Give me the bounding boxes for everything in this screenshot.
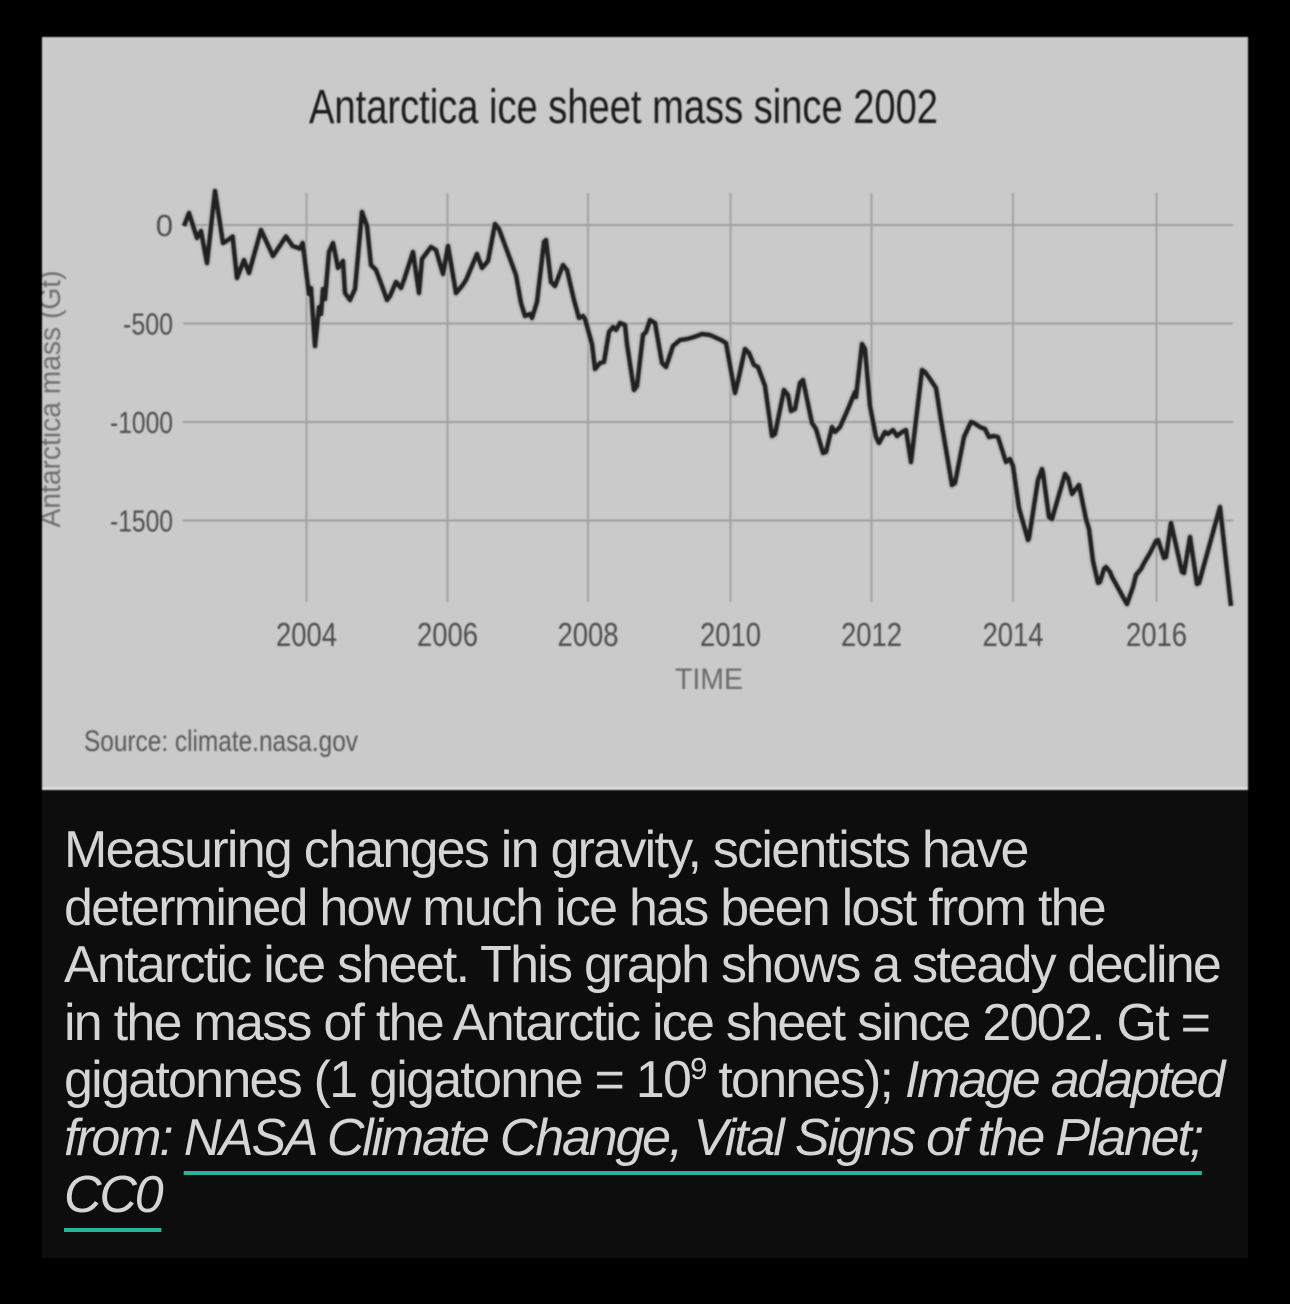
svg-text:-1000: -1000 <box>110 405 173 440</box>
svg-text:0: 0 <box>156 208 173 243</box>
svg-text:2008: 2008 <box>558 616 619 653</box>
svg-text:2010: 2010 <box>700 616 761 653</box>
svg-text:2014: 2014 <box>983 616 1044 653</box>
svg-text:2004: 2004 <box>276 616 337 653</box>
svg-text:2016: 2016 <box>1126 616 1187 653</box>
svg-text:-1500: -1500 <box>110 504 173 539</box>
svg-text:Source: climate.nasa.gov: Source: climate.nasa.gov <box>84 725 358 758</box>
svg-text:2012: 2012 <box>841 616 902 653</box>
svg-text:-500: -500 <box>123 307 173 342</box>
svg-text:2006: 2006 <box>417 616 478 653</box>
svg-text:TIME: TIME <box>675 663 743 696</box>
svg-text:Antarctica ice sheet mass sinc: Antarctica ice sheet mass since 2002 <box>309 81 938 134</box>
svg-text:Antarctica mass (Gt): Antarctica mass (Gt) <box>42 271 67 528</box>
